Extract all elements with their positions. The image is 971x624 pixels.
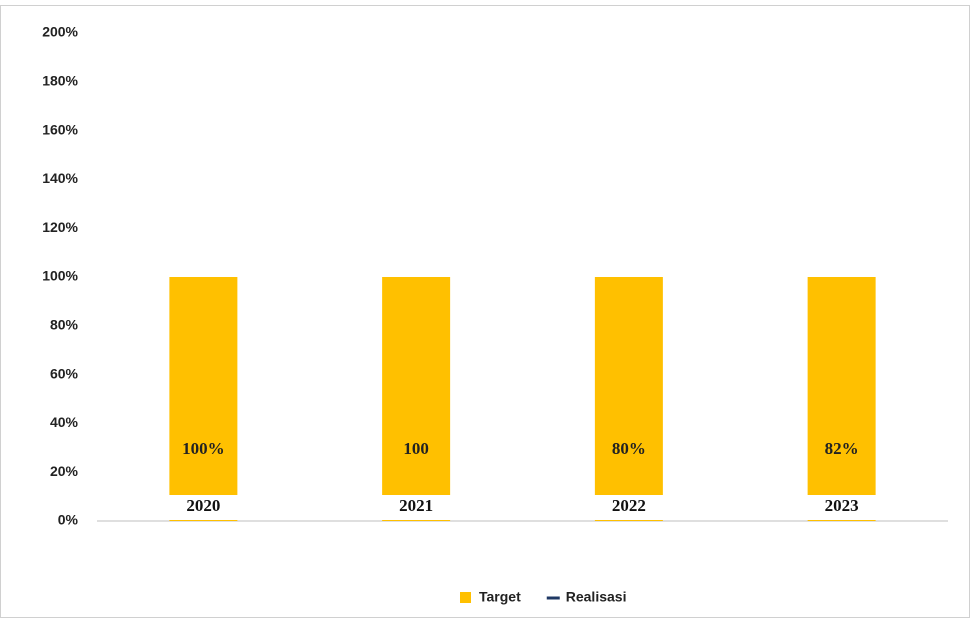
y-tick-label: 100% — [42, 268, 78, 284]
data-label: 80% — [612, 439, 646, 458]
bar — [169, 277, 238, 521]
y-tick-label: 60% — [50, 365, 79, 381]
legend-label: Target — [479, 589, 521, 605]
legend-label: Realisasi — [566, 589, 627, 605]
x-label-bg — [376, 495, 457, 520]
y-tick-label: 200% — [42, 24, 78, 40]
x-tick-label: 2022 — [612, 496, 646, 515]
y-tick-label: 180% — [42, 73, 78, 89]
legend-swatch — [460, 592, 471, 603]
data-label: 82% — [825, 439, 859, 458]
y-tick-label: 140% — [42, 170, 78, 186]
y-tick-label: 40% — [50, 414, 79, 430]
bar — [594, 277, 663, 521]
bar — [382, 277, 451, 521]
y-tick-label: 0% — [58, 512, 79, 528]
x-label-bg — [801, 495, 882, 520]
y-tick-label: 120% — [42, 219, 78, 235]
data-label: 100% — [182, 439, 225, 458]
x-tick-label: 2021 — [399, 496, 433, 515]
y-tick-label: 20% — [50, 463, 79, 479]
y-tick-label: 80% — [50, 317, 79, 333]
x-label-bg — [588, 495, 669, 520]
x-tick-label: 2020 — [186, 496, 220, 515]
bar — [807, 277, 876, 521]
y-tick-label: 160% — [42, 121, 78, 137]
x-tick-label: 2023 — [825, 496, 859, 515]
x-label-bg — [163, 495, 244, 520]
data-label: 100 — [403, 439, 429, 458]
